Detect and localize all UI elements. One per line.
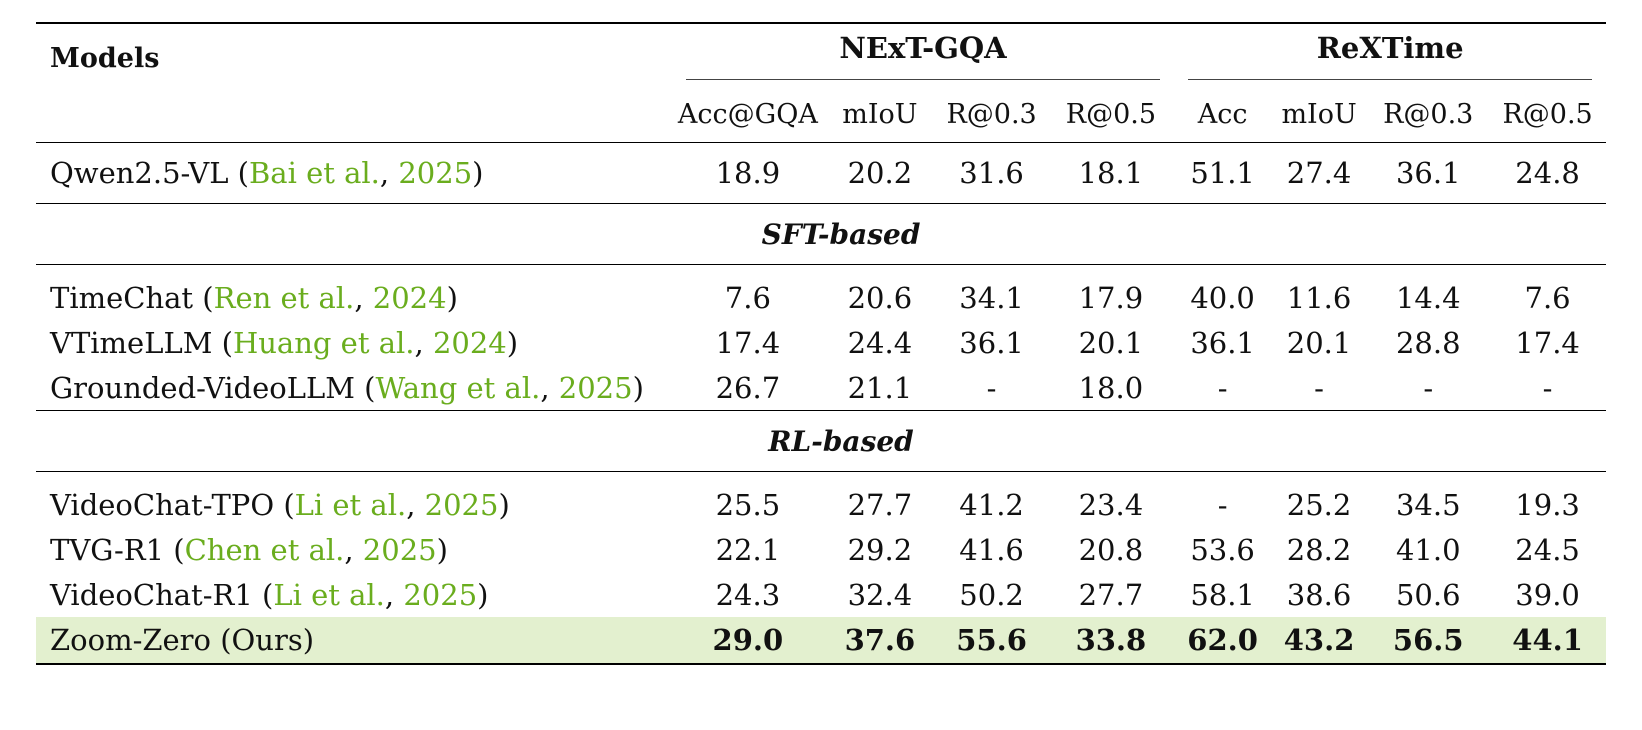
cell: 53.6 [1190, 532, 1255, 567]
cell: 36.1 [959, 325, 1024, 360]
cell: 32.4 [847, 577, 913, 612]
model-name: TVG-R1 (Chen et al., 2025) [50, 532, 448, 567]
cell: 25.2 [1286, 487, 1352, 522]
cell: 29.0 [671, 617, 825, 664]
cell: 34.1 [959, 280, 1024, 315]
cell: 18.0 [1078, 370, 1144, 405]
cell: 25.5 [715, 487, 781, 522]
model-name: TimeChat (Ren et al., 2024) [50, 280, 458, 315]
table-row: VideoChat-R1 (Li et al., 2025) 24.3 32.4… [36, 572, 1606, 617]
cell: 24.8 [1515, 156, 1580, 190]
table-row-ours: Zoom-Zero (Ours) 29.0 37.6 55.6 33.8 62.… [36, 617, 1606, 664]
subheader: R@0.5 [1065, 98, 1157, 130]
cell: 20.8 [1078, 532, 1144, 567]
model-name: Zoom-Zero (Ours) [36, 617, 672, 664]
cell: - [1217, 487, 1228, 522]
cell: 18.1 [1078, 156, 1144, 190]
group-header-nextgqa: NExT-GQA [672, 23, 1175, 86]
models-header: Models [50, 42, 160, 74]
cell: 20.6 [847, 280, 913, 315]
section-header-sft: SFT-based [36, 204, 1606, 265]
cell: 20.1 [1286, 325, 1352, 360]
model-name: Qwen2.5-VL (Bai et al., 2025) [50, 156, 484, 190]
cell: 34.5 [1395, 487, 1461, 522]
model-name: VideoChat-TPO (Li et al., 2025) [50, 487, 510, 522]
cell: 11.6 [1286, 280, 1352, 315]
cell: 18.9 [715, 156, 781, 190]
cell: - [986, 370, 997, 405]
subheader: Acc [1197, 98, 1248, 130]
cell: 44.1 [1489, 617, 1606, 664]
table-row: TimeChat (Ren et al., 2024) 7.6 20.6 34.… [36, 265, 1606, 321]
subheader: Acc@GQA [677, 98, 818, 130]
cell: 39.0 [1515, 577, 1580, 612]
cell: 7.6 [1524, 280, 1571, 315]
model-name: Grounded-VideoLLM (Wang et al., 2025) [50, 370, 644, 405]
cell: - [1542, 370, 1553, 405]
cell: 41.0 [1395, 532, 1461, 567]
cell: 62.0 [1174, 617, 1271, 664]
subheader: R@0.3 [946, 98, 1037, 130]
cell: 51.1 [1190, 156, 1255, 190]
subheader: mIoU [842, 98, 918, 130]
cell: 50.2 [959, 577, 1024, 612]
cell: 24.5 [1515, 532, 1580, 567]
cell: 20.1 [1078, 325, 1144, 360]
cell: 31.6 [959, 156, 1024, 190]
cell: - [1217, 370, 1228, 405]
cell: 38.6 [1286, 577, 1352, 612]
subheader: R@0.3 [1383, 98, 1474, 130]
model-name: VTimeLLM (Huang et al., 2024) [50, 325, 519, 360]
subheader: mIoU [1281, 98, 1357, 130]
model-name: VideoChat-R1 (Li et al., 2025) [50, 577, 489, 612]
results-table: Models NExT-GQA ReXTime Acc@GQA mIoU R@0… [36, 22, 1606, 665]
cell: 41.6 [959, 532, 1024, 567]
cell: 50.6 [1395, 577, 1461, 612]
cell: 29.2 [847, 532, 913, 567]
cell: 56.5 [1367, 617, 1490, 664]
cell: 24.4 [847, 325, 913, 360]
table-row: VideoChat-TPO (Li et al., 2025) 25.5 27.… [36, 472, 1606, 528]
section-header-rl: RL-based [36, 411, 1606, 472]
cell: 14.4 [1395, 280, 1461, 315]
cell: 22.1 [715, 532, 781, 567]
group-header-rextime: ReXTime [1174, 23, 1606, 86]
cell: 36.1 [1190, 325, 1255, 360]
cell: 55.6 [935, 617, 1048, 664]
cell: 20.2 [847, 156, 913, 190]
cell: 28.2 [1286, 532, 1352, 567]
cell: 40.0 [1190, 280, 1255, 315]
cell: 7.6 [724, 280, 771, 315]
cell: 43.2 [1270, 617, 1368, 664]
cell: 23.4 [1078, 487, 1144, 522]
cell: 21.1 [847, 370, 913, 405]
cell: 19.3 [1515, 487, 1580, 522]
cell: 27.7 [847, 487, 913, 522]
table-row: TVG-R1 (Chen et al., 2025) 22.1 29.2 41.… [36, 527, 1606, 572]
subheader: R@0.5 [1502, 98, 1593, 130]
table-row: Grounded-VideoLLM (Wang et al., 2025) 26… [36, 365, 1606, 411]
cell: 17.9 [1078, 280, 1144, 315]
cell: 28.8 [1395, 325, 1461, 360]
cell: - [1423, 370, 1434, 405]
table-row: Qwen2.5-VL (Bai et al., 2025) 18.9 20.2 … [36, 143, 1606, 204]
cell: 27.4 [1286, 156, 1352, 190]
cell: 58.1 [1190, 577, 1255, 612]
cell: 37.6 [824, 617, 936, 664]
cell: 17.4 [1515, 325, 1580, 360]
cell: 26.7 [715, 370, 781, 405]
cell: 33.8 [1047, 617, 1175, 664]
cell: 27.7 [1078, 577, 1144, 612]
table-row: VTimeLLM (Huang et al., 2024) 17.4 24.4 … [36, 320, 1606, 365]
cell: 36.1 [1395, 156, 1461, 190]
cell: 41.2 [959, 487, 1024, 522]
cell: - [1314, 370, 1324, 405]
cell: 17.4 [715, 325, 781, 360]
cell: 24.3 [715, 577, 781, 612]
